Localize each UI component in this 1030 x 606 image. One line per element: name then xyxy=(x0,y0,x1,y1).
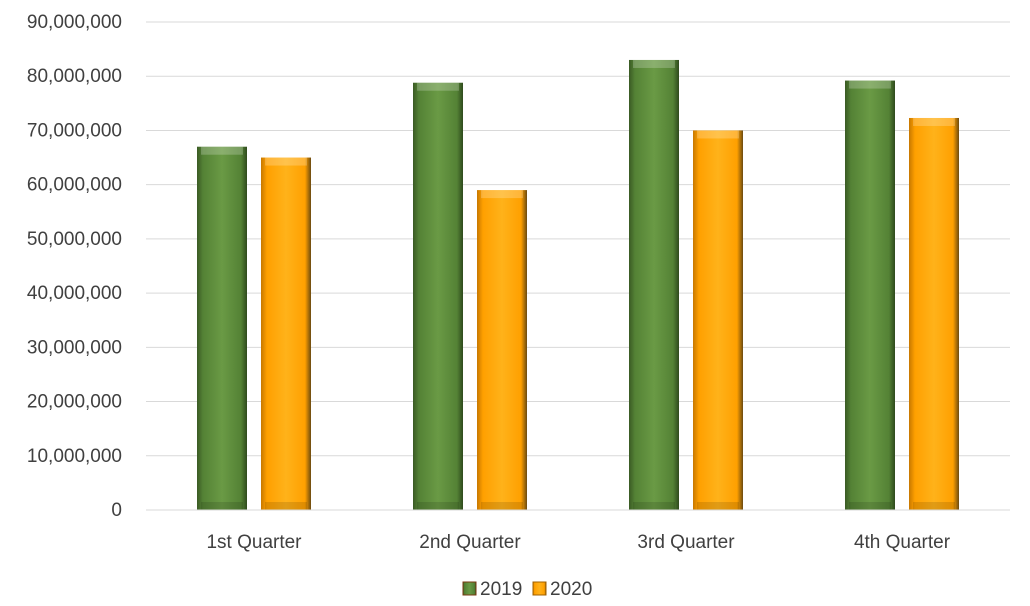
bar-2020-1st-quarter xyxy=(261,157,311,511)
bar-bevel-bottom xyxy=(481,502,523,510)
y-tick-label: 50,000,000 xyxy=(27,229,122,250)
bar-bevel-top xyxy=(265,157,307,166)
bar-bevel-top xyxy=(633,59,675,68)
bar-bevel-bottom xyxy=(201,502,243,510)
bar-2019-2nd-quarter xyxy=(413,82,463,511)
x-category-label: 2nd Quarter xyxy=(419,532,521,553)
bar-2019-3rd-quarter xyxy=(629,59,679,510)
x-category-label: 1st Quarter xyxy=(206,532,302,553)
y-tick-label: 90,000,000 xyxy=(27,12,122,33)
x-category-label: 3rd Quarter xyxy=(637,532,735,553)
legend-label-2019: 2019 xyxy=(480,579,522,600)
bar-2020-4th-quarter xyxy=(909,117,959,511)
y-tick-label: 70,000,000 xyxy=(27,120,122,141)
bar-bevel-top xyxy=(913,117,955,126)
x-category-label: 4th Quarter xyxy=(854,532,951,553)
legend-swatch-2020 xyxy=(532,581,547,596)
bar-bevel-bottom xyxy=(913,502,955,510)
y-tick-label: 20,000,000 xyxy=(27,392,122,413)
y-tick-label: 80,000,000 xyxy=(27,66,122,87)
bar-bevel-bottom xyxy=(265,502,307,510)
bar-bevel-top xyxy=(481,190,523,199)
bar-bevel-top xyxy=(697,130,739,139)
bar-2020-2nd-quarter xyxy=(477,190,527,511)
y-tick-label: 60,000,000 xyxy=(27,175,122,196)
bar-bevel-bottom xyxy=(849,502,891,510)
bar-bevel-bottom xyxy=(697,502,739,510)
y-tick-label: 0 xyxy=(111,500,122,521)
y-axis-tick-labels: 0 10,000,000 20,000,000 30,000,000 40,000,00… xyxy=(27,12,122,521)
x-axis-category-labels: 1st Quarter 2nd Quarter 3rd Quarter 4th Qua… xyxy=(206,532,950,553)
y-tick-label: 10,000,000 xyxy=(27,446,122,467)
y-tick-label: 30,000,000 xyxy=(27,337,122,358)
bar-bevel-top xyxy=(417,82,459,91)
bar-bevel-top xyxy=(849,80,891,89)
bar-2020-3rd-quarter xyxy=(693,130,743,510)
legend: 2019 2020 xyxy=(462,579,592,600)
bars xyxy=(197,59,959,511)
bar-bevel-bottom xyxy=(417,502,459,510)
bar-bevel-top xyxy=(201,146,243,155)
legend-swatch-2019 xyxy=(462,581,477,596)
bar-2019-4th-quarter xyxy=(845,80,895,510)
y-tick-label: 40,000,000 xyxy=(27,283,122,304)
bar-2019-1st-quarter xyxy=(197,146,247,510)
legend-label-2020: 2020 xyxy=(550,579,592,600)
bar-bevel-bottom xyxy=(633,502,675,510)
